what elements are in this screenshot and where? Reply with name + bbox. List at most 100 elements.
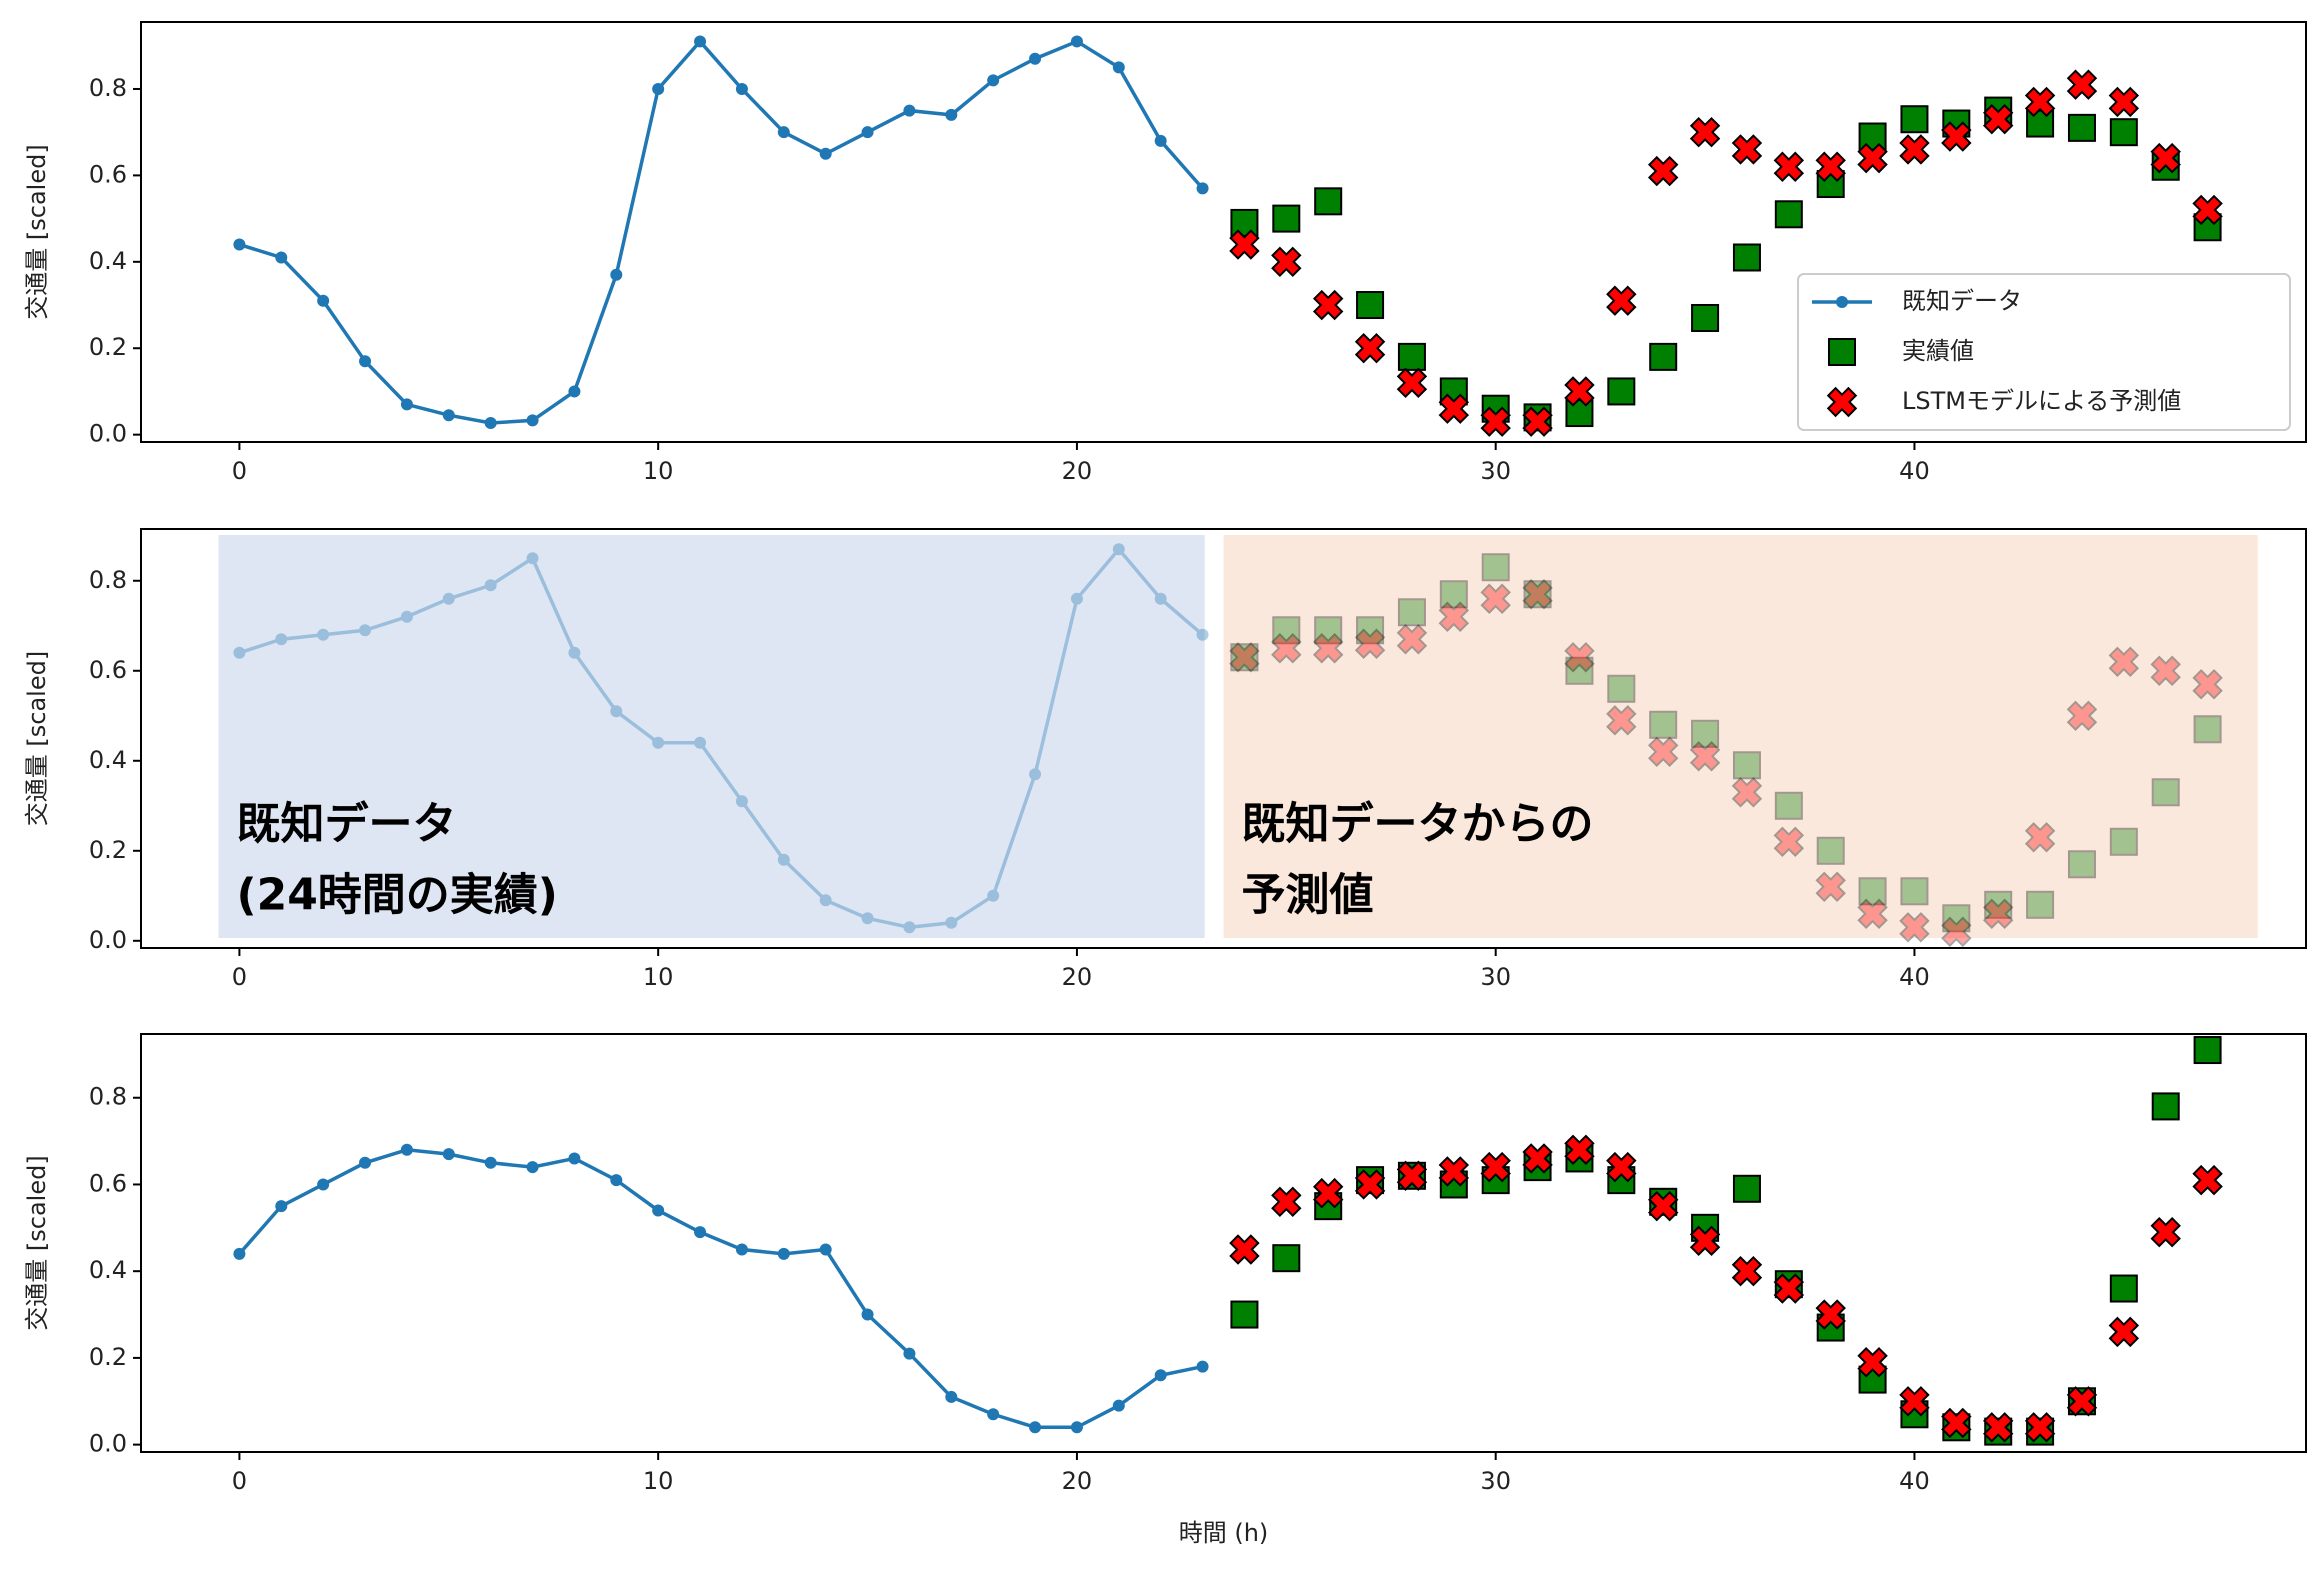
point bbox=[861, 126, 874, 139]
square-marker bbox=[1397, 342, 1426, 371]
x-marker bbox=[2066, 700, 2098, 731]
x-marker bbox=[1480, 406, 1511, 437]
point bbox=[317, 294, 330, 307]
point bbox=[1029, 1421, 1042, 1434]
x-marker bbox=[2066, 69, 2098, 100]
point bbox=[819, 894, 832, 907]
square-marker bbox=[1356, 616, 1385, 645]
plot-border bbox=[140, 528, 2307, 949]
square-marker bbox=[1649, 710, 1678, 739]
point bbox=[1029, 768, 1042, 781]
y-tick-label: 0.8 bbox=[89, 1083, 127, 1111]
point bbox=[275, 1200, 288, 1213]
x-marker bbox=[2192, 194, 2223, 226]
x-marker bbox=[1312, 633, 1344, 664]
point bbox=[652, 736, 665, 749]
legend-marker bbox=[1826, 386, 1858, 418]
y-tick-label: 0.6 bbox=[89, 1169, 127, 1197]
square-marker bbox=[1816, 836, 1845, 865]
point bbox=[442, 409, 455, 422]
y-axis-label: 交通量 [scaled] bbox=[23, 144, 51, 319]
x-tick-label: 40 bbox=[1899, 1467, 1930, 1495]
x-marker bbox=[1229, 642, 1260, 673]
square-marker bbox=[1523, 580, 1552, 609]
y-axis-label: 交通量 [scaled] bbox=[23, 651, 51, 826]
annotation: (24時間の実績) bbox=[236, 870, 557, 921]
point bbox=[777, 853, 790, 866]
point bbox=[1070, 35, 1083, 48]
y-tick-label: 0.2 bbox=[89, 1343, 127, 1371]
point bbox=[1154, 134, 1167, 147]
x-marker bbox=[1606, 705, 1637, 736]
x-marker bbox=[1983, 104, 2014, 135]
square-marker bbox=[2109, 118, 2138, 147]
point bbox=[442, 592, 455, 605]
x-marker bbox=[1815, 871, 1846, 902]
square-marker bbox=[1272, 616, 1301, 645]
square-marker bbox=[1230, 643, 1259, 672]
square-marker bbox=[2109, 1274, 2138, 1303]
x-marker bbox=[1815, 151, 1846, 182]
x-marker bbox=[1773, 826, 1805, 857]
x-marker bbox=[1438, 601, 1470, 632]
x-tick-label: 10 bbox=[643, 963, 674, 991]
point bbox=[652, 1204, 665, 1217]
point bbox=[359, 355, 372, 368]
y-tick-label: 0.2 bbox=[89, 836, 127, 864]
y-tick-label: 0.6 bbox=[89, 160, 127, 188]
point bbox=[735, 82, 748, 95]
point bbox=[317, 628, 330, 641]
x-marker bbox=[1941, 1407, 1972, 1439]
x-tick-label: 10 bbox=[643, 457, 674, 485]
square-marker bbox=[1649, 342, 1678, 371]
square-marker bbox=[1607, 674, 1636, 703]
x-marker bbox=[1983, 898, 2014, 929]
square-marker bbox=[2193, 715, 2222, 744]
x-tick-label: 20 bbox=[1062, 457, 1093, 485]
x-marker bbox=[1689, 741, 1721, 772]
square-marker bbox=[2151, 1092, 2180, 1121]
x-marker bbox=[1312, 1177, 1344, 1209]
point bbox=[484, 1156, 497, 1169]
point bbox=[945, 1390, 958, 1403]
point bbox=[1112, 543, 1125, 556]
point bbox=[484, 579, 497, 592]
x-tick-label: 0 bbox=[232, 963, 247, 991]
x-marker bbox=[1815, 1299, 1846, 1330]
x-marker bbox=[1480, 1151, 1511, 1183]
point bbox=[1112, 1399, 1125, 1412]
point bbox=[442, 1148, 455, 1161]
line bbox=[238, 546, 1204, 930]
point bbox=[233, 238, 246, 251]
square-marker bbox=[2193, 1036, 2222, 1065]
point bbox=[903, 1347, 916, 1360]
point bbox=[568, 385, 581, 398]
x-marker bbox=[1396, 624, 1428, 655]
point bbox=[735, 1243, 748, 1256]
x-marker bbox=[1689, 116, 1721, 148]
point bbox=[1029, 52, 1042, 65]
square-marker bbox=[2026, 890, 2055, 919]
x-marker bbox=[1522, 1143, 1553, 1174]
point bbox=[275, 633, 288, 646]
point bbox=[233, 646, 246, 659]
x-marker bbox=[1731, 777, 1763, 808]
x-marker bbox=[2108, 86, 2140, 118]
series bbox=[1230, 553, 2222, 933]
x-marker bbox=[1396, 367, 1428, 399]
x-tick-label: 30 bbox=[1480, 963, 1511, 991]
legend-label: LSTMモデルによる予測値 bbox=[1902, 387, 2181, 415]
x-marker bbox=[2024, 86, 2056, 118]
square-marker bbox=[1732, 243, 1761, 272]
x-marker bbox=[1229, 1234, 1260, 1265]
point bbox=[359, 624, 372, 637]
x-marker bbox=[2192, 1164, 2223, 1196]
x-marker bbox=[1857, 898, 1888, 929]
x-marker bbox=[1522, 406, 1553, 437]
x-marker bbox=[1857, 142, 1888, 174]
x-marker bbox=[1354, 333, 1386, 364]
point bbox=[735, 795, 748, 808]
point bbox=[610, 268, 623, 281]
x-marker bbox=[2108, 646, 2140, 677]
series bbox=[1229, 1134, 2223, 1443]
